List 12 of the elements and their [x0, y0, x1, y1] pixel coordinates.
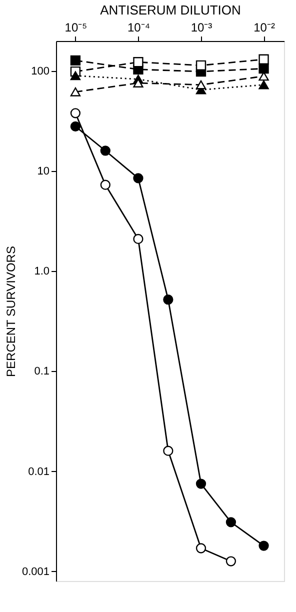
y-tick-label: 10 — [37, 166, 50, 178]
y-tick-label: 0.1 — [34, 366, 50, 378]
y-tick-label: 0.001 — [22, 566, 50, 578]
y-axis-title: PERCENT SURVIVORS — [4, 246, 18, 377]
x-tick-label: 10⁻⁴ — [127, 20, 150, 34]
x-tick-label: 10⁻⁵ — [64, 20, 88, 34]
y-tick-label: 100 — [31, 66, 50, 78]
x-tick-label: 10⁻³ — [190, 20, 212, 34]
x-tick-label: 10⁻² — [254, 20, 275, 34]
x-axis-title: ANTISERUM DILUTION — [100, 2, 241, 18]
y-tick-label: 0.01 — [28, 466, 50, 478]
y-tick-label: 1.0 — [34, 266, 50, 278]
